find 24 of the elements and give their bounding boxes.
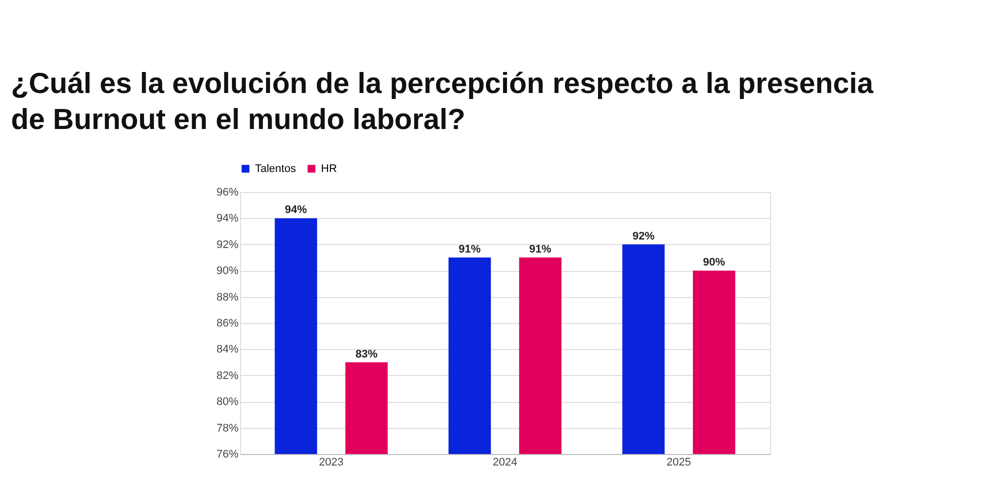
legend-label: Talentos xyxy=(255,162,296,175)
y-tick-label: 82% xyxy=(216,370,239,382)
data-label: 83% xyxy=(356,348,378,360)
data-label: 94% xyxy=(284,204,308,216)
x-tick-label: 2023 xyxy=(318,456,344,468)
y-tick-label: 88% xyxy=(216,291,239,304)
text: de Burnout en el mundo laboral? xyxy=(10,104,466,136)
data-label: 91% xyxy=(529,244,552,256)
data-label: 92% xyxy=(632,230,655,242)
y-tick-label: 84% xyxy=(216,344,239,356)
y-tick-label: 76% xyxy=(216,448,239,460)
y-tick-label: 96% xyxy=(216,186,239,198)
legend-label: HR xyxy=(321,162,337,175)
data-label: 90% xyxy=(703,256,726,269)
data-label: 91% xyxy=(458,244,481,256)
y-tick-label: 78% xyxy=(216,422,239,434)
x-tick-label: 2024 xyxy=(492,456,518,468)
y-tick-label: 92% xyxy=(216,238,239,251)
y-tick-label: 80% xyxy=(216,396,239,408)
y-tick-label: 90% xyxy=(216,265,239,278)
y-tick-label: 86% xyxy=(216,318,239,330)
x-tick-label: 2025 xyxy=(666,456,692,468)
y-tick-label: 94% xyxy=(216,212,239,225)
text: ¿Cuál es la evolución de la percepción respecto a la presencia xyxy=(10,68,874,100)
